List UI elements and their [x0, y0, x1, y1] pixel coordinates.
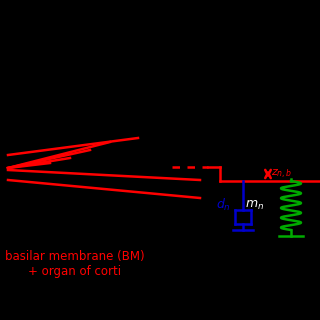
Text: basilar membrane (BM)
+ organ of corti: basilar membrane (BM) + organ of corti — [5, 250, 145, 278]
Text: $d_n$: $d_n$ — [216, 196, 231, 212]
Text: $z_{n,b}$: $z_{n,b}$ — [271, 167, 292, 180]
Text: $m_n$: $m_n$ — [245, 199, 265, 212]
